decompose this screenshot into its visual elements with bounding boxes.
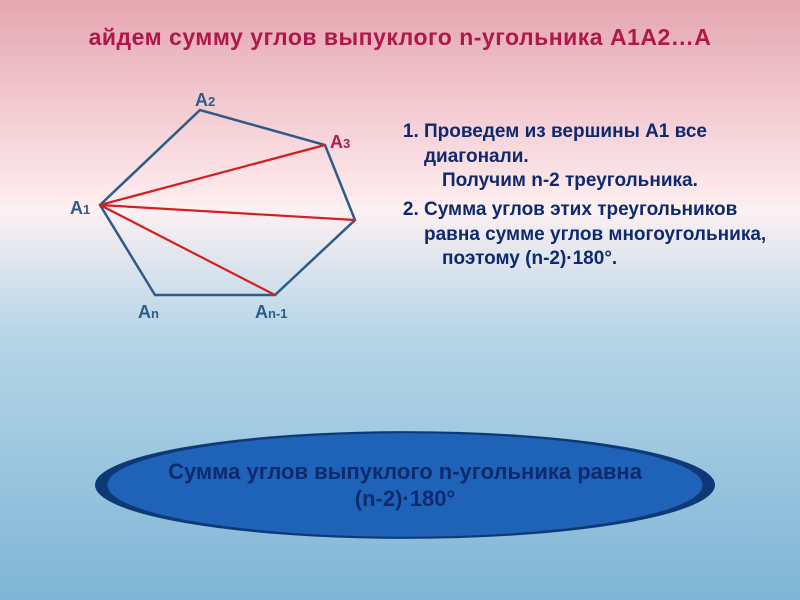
polygon-svg <box>60 90 390 340</box>
slide: айдем сумму углов выпуклого n-угольника … <box>0 0 800 600</box>
steps-list: Проведем из вершины А1 все диагонали.Пол… <box>400 120 780 276</box>
diagonal-line <box>100 145 325 205</box>
conclusion-line1: Сумма углов выпуклого n-угольника равна <box>168 459 642 484</box>
vertex-label: А1 <box>70 198 90 219</box>
slide-title: айдем сумму углов выпуклого n-угольника … <box>0 24 800 51</box>
polygon-outline <box>100 110 355 295</box>
conclusion-line2: (n-2)·180° <box>355 486 455 511</box>
vertex-label: Аn <box>138 302 159 323</box>
steps-ol: Проведем из вершины А1 все диагонали.Пол… <box>400 120 780 272</box>
conclusion-box: Сумма углов выпуклого n-угольника равна … <box>95 430 715 540</box>
conclusion-text: Сумма углов выпуклого n-угольника равна … <box>128 458 682 513</box>
vertex-label: А3 <box>330 132 350 153</box>
diagonal-line <box>100 205 355 220</box>
vertex-label: Аn-1 <box>255 302 288 323</box>
polygon-diagram: А1 А2 А3 Аn-1 Аn <box>60 90 390 340</box>
vertex-label: А2 <box>195 90 215 111</box>
step-main: Проведем из вершины А1 все диагонали. <box>424 121 707 167</box>
step-main: Сумма углов этих треугольников равна сум… <box>424 199 766 245</box>
step-extra: поэтому (n-2)·180°. <box>442 247 780 272</box>
step-extra: Получим n-2 треугольника. <box>442 169 780 194</box>
step-item: Сумма углов этих треугольников равна сум… <box>424 198 780 272</box>
step-item: Проведем из вершины А1 все диагонали.Пол… <box>424 120 780 194</box>
